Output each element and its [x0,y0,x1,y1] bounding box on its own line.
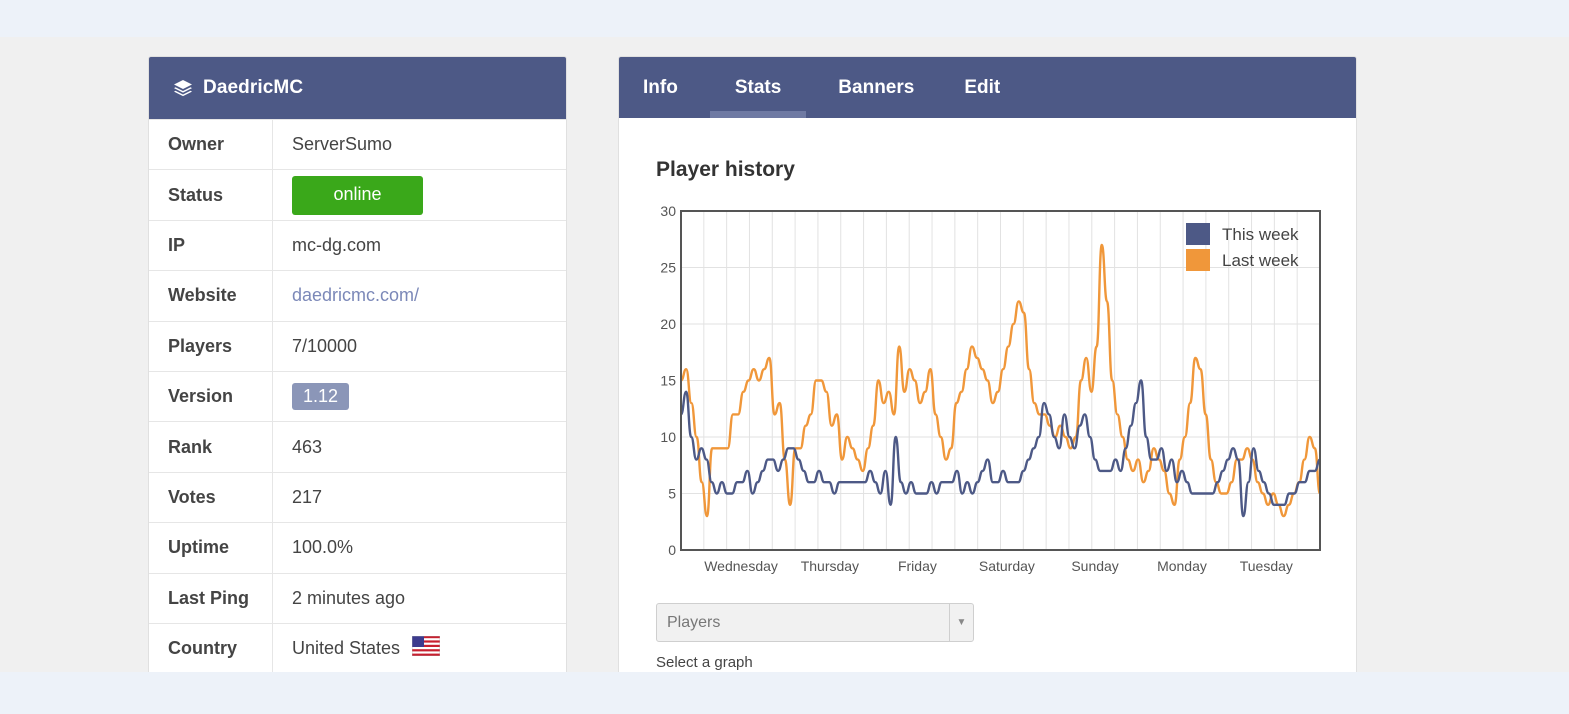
bottom-bar [0,672,1569,714]
info-row-players: Players 7/10000 [149,320,566,371]
legend-label: This week [1222,225,1299,244]
votes-label: Votes [149,472,273,523]
legend-swatch [1186,223,1210,245]
website-label: Website [149,271,273,321]
info-row-version: Version 1.12 [149,370,566,422]
tab-banners[interactable]: Banners [838,76,915,98]
tab-edit[interactable]: Edit [964,76,1001,98]
uptime-label: Uptime [149,523,273,573]
server-detail-panel: Info Stats Banners Edit Player history 0… [618,56,1357,672]
ip-label: IP [149,220,273,271]
series-line-last-week [680,243,1322,518]
y-tick-label: 10 [660,429,676,445]
legend-swatch [1186,249,1210,271]
x-tick-label: Wednesday [704,558,778,574]
y-tick-label: 20 [660,316,676,332]
x-tick-label: Sunday [1071,558,1118,574]
y-tick-label: 15 [660,373,676,389]
info-row-country: Country United States [149,622,566,672]
layers-icon [173,78,193,98]
lastping-label: Last Ping [149,573,273,623]
y-tick-label: 30 [660,203,676,219]
x-tick-label: Thursday [801,558,859,574]
info-row-lastping: Last Ping 2 minutes ago [149,572,566,623]
tab-stats[interactable]: Stats [709,57,807,118]
players-label: Players [149,321,273,371]
tab-bar: Info Stats Banners Edit [619,57,1356,118]
server-info-panel: DaedricMC Owner ServerSumo Status online… [148,56,567,672]
player-history-title: Player history [656,158,795,181]
chevron-down-icon: ▼ [949,604,973,641]
ip-value[interactable]: mc-dg.com [292,234,382,255]
info-row-rank: Rank 463 [149,421,566,472]
server-header: DaedricMC [149,57,566,119]
x-tick-label: Saturday [979,558,1035,574]
version-label: Version [149,371,273,422]
players-value: 7/10000 [292,335,358,356]
y-tick-label: 25 [660,260,676,276]
website-link[interactable]: daedricmc.com/ [292,285,420,306]
top-bar [0,0,1569,37]
info-row-owner: Owner ServerSumo [149,119,566,170]
plot-border [680,210,1321,551]
x-tick-label: Friday [898,558,937,574]
graph-select-value: Players [667,613,721,631]
info-row-status: Status online [149,169,566,220]
info-row-ip: IP mc-dg.com [149,219,566,271]
graph-select[interactable]: Players ▼ [656,603,974,642]
info-row-votes: Votes 217 [149,471,566,523]
info-row-website: Website daedricmc.com/ [149,270,566,321]
series-line-this-week [679,379,1321,518]
y-tick-label: 5 [668,486,676,502]
status-badge: online [292,175,423,215]
owner-label: Owner [149,120,273,170]
x-tick-label: Monday [1157,558,1207,574]
uptime-value: 100.0% [292,537,354,558]
chart-svg: 0 5 10 15 20 25 30 Wednesday Thursday Friday Satur… [660,203,1322,574]
server-name: DaedricMC [203,77,304,98]
x-tick-label: Tuesday [1240,558,1293,574]
country-value: United States [292,638,401,659]
lastping-value: 2 minutes ago [292,587,406,608]
graph-select-help: Select a graph [656,654,753,671]
version-badge: 1.12 [292,383,350,411]
info-row-uptime: Uptime 100.0% [149,522,566,573]
rank-value: 463 [292,436,323,457]
country-label: Country [149,623,273,672]
owner-value: ServerSumo [292,134,393,155]
us-flag-icon [411,635,441,661]
votes-value: 217 [292,486,323,507]
status-label: Status [149,170,273,220]
rank-label: Rank [149,422,273,472]
tab-info[interactable]: Info [643,76,678,98]
y-tick-label: 0 [668,542,676,558]
player-history-chart: 0 5 10 15 20 25 30 Wednesday Thursday Friday Satur… [649,202,1329,582]
legend-label: Last week [1222,251,1299,270]
